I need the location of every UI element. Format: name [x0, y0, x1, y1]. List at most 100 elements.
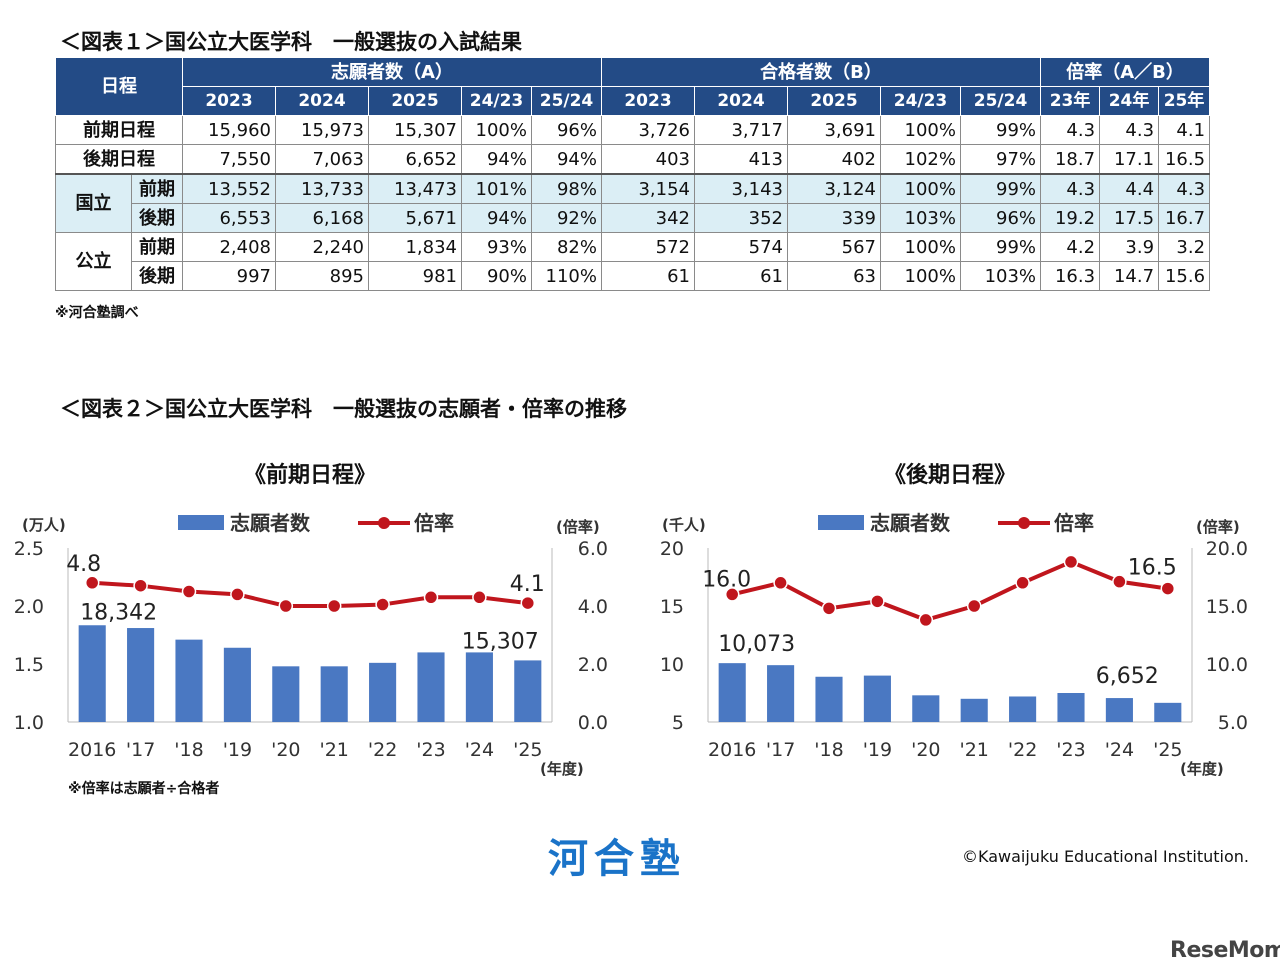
- table-cell: 572: [601, 232, 695, 262]
- bar: [320, 666, 348, 722]
- table-cell: 574: [694, 232, 788, 262]
- bar: [465, 652, 493, 722]
- table-cell: 4.3: [1099, 115, 1160, 145]
- header-year: 2025: [368, 86, 462, 116]
- x-tick-label: '25: [513, 739, 542, 761]
- table-cell: 96%: [531, 115, 602, 145]
- table-cell: 4.3: [1040, 173, 1101, 204]
- y-left-unit-label: (万人): [22, 516, 66, 534]
- table-cell: 3.9: [1099, 232, 1160, 262]
- table-cell: 7,063: [275, 144, 369, 175]
- y-right-tick-label: 2.0: [578, 654, 608, 676]
- table-cell: 103%: [959, 261, 1042, 291]
- row-label: 前期: [131, 173, 183, 204]
- bar: [1057, 693, 1085, 722]
- group-label: 公立: [55, 232, 132, 291]
- y-right-unit-label: (倍率): [556, 518, 600, 536]
- table-cell: 16.5: [1158, 144, 1211, 175]
- bar: [223, 647, 251, 722]
- table-cell: 2,240: [275, 232, 369, 262]
- legend-label-applicants: 志願者数: [230, 511, 311, 535]
- x-tick-label: '24: [1105, 739, 1134, 761]
- x-tick-label: '18: [814, 739, 843, 761]
- ratio-point: [1112, 574, 1127, 589]
- legend-line-marker: [1018, 517, 1030, 529]
- x-tick-label: '22: [1008, 739, 1037, 761]
- chart-first-period-svg: 《前期日程》 (万人) (倍率) 志願者数 倍率 1.0 1.5 2.0 2.5 0.0 2.0 4.…: [14, 462, 608, 778]
- table-cell: 3,717: [694, 115, 788, 145]
- ratio-point: [375, 597, 390, 612]
- header-schedule: 日程: [55, 57, 183, 116]
- y-right-tick-label: 20.0: [1206, 538, 1248, 560]
- bar: [815, 676, 843, 722]
- ratio-point: [181, 584, 197, 599]
- bar: [272, 666, 300, 722]
- table-cell: 100%: [880, 115, 961, 145]
- table-cell: 413: [694, 144, 788, 175]
- table-cell: 100%: [880, 232, 961, 262]
- table-cell: 18.7: [1040, 144, 1101, 175]
- bar: [1009, 696, 1037, 722]
- table-cell: 14.7: [1099, 261, 1160, 291]
- legend-label-ratio: 倍率: [414, 511, 454, 535]
- header-year: 25/24: [531, 86, 602, 116]
- row-label: 後期: [131, 261, 183, 291]
- header-year: 24/23: [880, 86, 961, 116]
- bar: [417, 652, 445, 722]
- table-cell: 19.2: [1040, 203, 1101, 233]
- ratio-line: [731, 559, 1169, 623]
- header-year: 2023: [182, 86, 276, 116]
- table-cell: 100%: [880, 173, 961, 204]
- y-left-tick-label: 5: [672, 712, 684, 734]
- x-unit-label: (年度): [1180, 760, 1224, 778]
- header-year: 24/23: [461, 86, 532, 116]
- table-cell: 13,552: [182, 173, 276, 204]
- y-right-unit-label: (倍率): [1196, 518, 1240, 536]
- bar: [1154, 702, 1182, 722]
- table-cell: 4.2: [1040, 232, 1101, 262]
- table-source-note: ※河合塾調べ: [55, 305, 139, 321]
- y-right-tick-label: 4.0: [578, 596, 608, 618]
- table-cell: 102%: [880, 144, 961, 175]
- y-right-tick-label: 10.0: [1206, 654, 1248, 676]
- table-cell: 93%: [461, 232, 532, 262]
- table-cell: 13,473: [368, 173, 462, 204]
- y-right-tick-label: 6.0: [578, 538, 608, 560]
- y-right-tick-label: 0.0: [578, 712, 608, 734]
- table1-heading: ＜図表１＞国公立大医学科 一般選抜の入試結果: [60, 30, 522, 54]
- table-cell: 342: [601, 203, 695, 233]
- table-cell: 16.3: [1040, 261, 1101, 291]
- table-cell: 61: [601, 261, 695, 291]
- chart-title: 《前期日程》: [244, 462, 376, 488]
- table-cell: 15.6: [1158, 261, 1211, 291]
- ratio-point: [870, 594, 885, 609]
- ratio-point: [230, 587, 245, 602]
- header-ratio: 倍率（A／B）: [1040, 57, 1211, 87]
- ratio-point: [821, 601, 837, 616]
- header-year: 2024: [694, 86, 788, 116]
- chart-first-period: 《前期日程》 (万人) (倍率) 志願者数 倍率 1.0 1.5 2.0 2.5 0.0 2.0 4.…: [0, 440, 640, 800]
- x-tick-label: '23: [416, 739, 445, 761]
- x-tick-label: '19: [223, 739, 252, 761]
- ratio-point: [84, 575, 100, 591]
- table-cell: 7,550: [182, 144, 276, 175]
- legend-bar-swatch: [178, 515, 224, 530]
- x-tick-label: '21: [959, 739, 988, 761]
- x-tick-label: '20: [911, 739, 940, 761]
- table-cell: 3,691: [787, 115, 881, 145]
- table-cell: 3,143: [694, 173, 788, 204]
- table-cell: 110%: [531, 261, 602, 291]
- bar: [78, 625, 106, 722]
- table-cell: 895: [275, 261, 369, 291]
- data-label: 18,342: [80, 600, 157, 625]
- table-cell: 92%: [531, 203, 602, 233]
- y-left-tick-label: 1.0: [14, 712, 44, 734]
- table-cell: 402: [787, 144, 881, 175]
- table-cell: 101%: [461, 173, 532, 204]
- ratio-point: [724, 587, 740, 602]
- legend-bar-swatch: [818, 515, 864, 530]
- ratio-point: [918, 612, 934, 628]
- row-label: 後期: [131, 203, 183, 233]
- header-year: 2025: [787, 86, 881, 116]
- table-cell: 100%: [461, 115, 532, 145]
